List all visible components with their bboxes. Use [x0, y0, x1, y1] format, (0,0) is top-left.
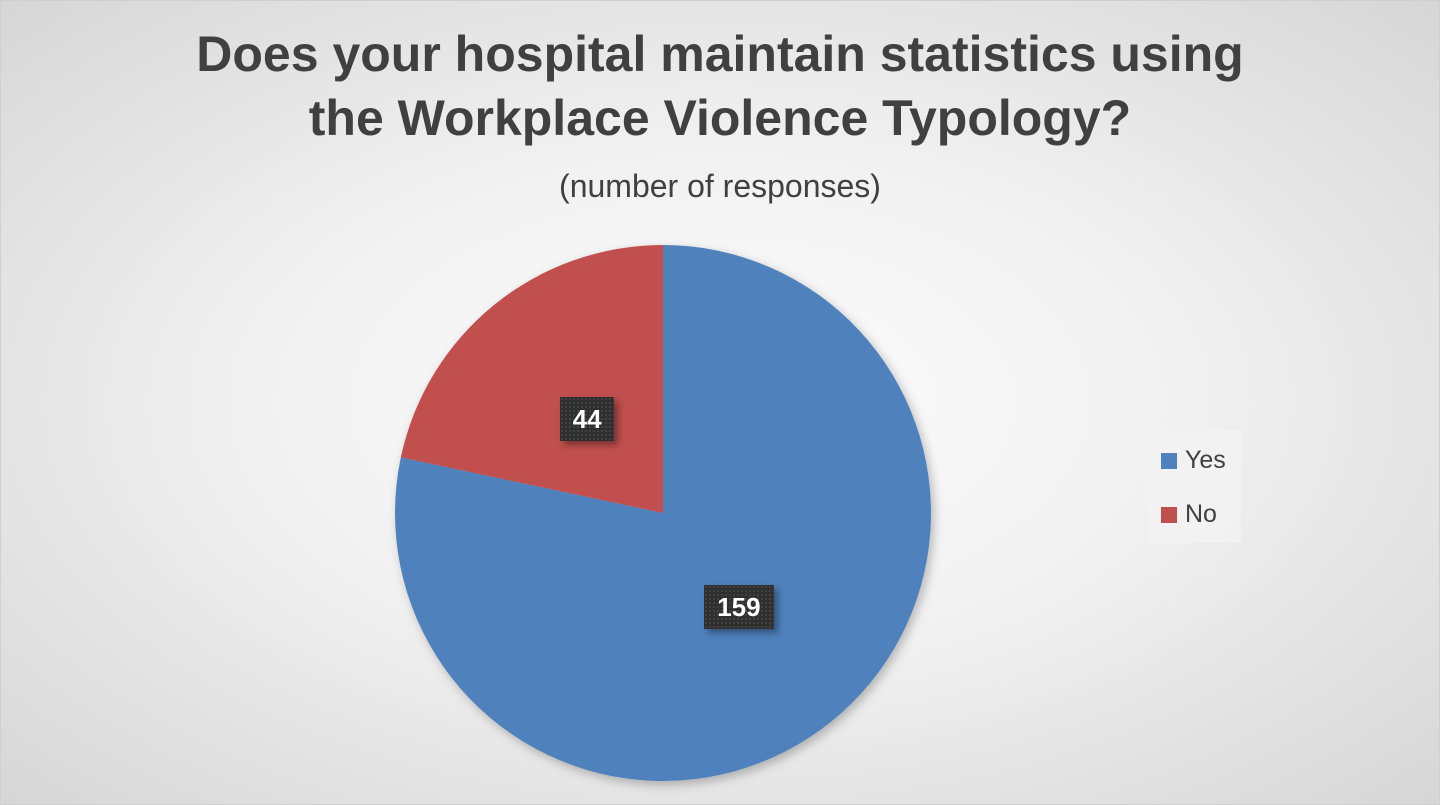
legend-label-no: No — [1185, 500, 1217, 528]
legend-item-yes: Yes — [1161, 446, 1226, 475]
legend-item-no: No — [1161, 500, 1217, 529]
chart-title-line-2: the Workplace Violence Typology? — [308, 90, 1132, 146]
chart-title-line-1: Does your hospital maintain statistics u… — [196, 26, 1244, 82]
chart-subtitle: (number of responses) — [559, 168, 881, 204]
chart-title: Does your hospital maintain statistics u… — [0, 22, 1440, 150]
legend-swatch-no — [1161, 506, 1177, 523]
data-label-no: 44 — [560, 397, 615, 442]
pie-slice-no — [400, 245, 663, 513]
legend-label-yes: Yes — [1185, 446, 1226, 474]
legend: Yes No — [1147, 430, 1241, 543]
legend-swatch-yes — [1161, 452, 1177, 469]
data-label-yes: 159 — [703, 584, 774, 629]
